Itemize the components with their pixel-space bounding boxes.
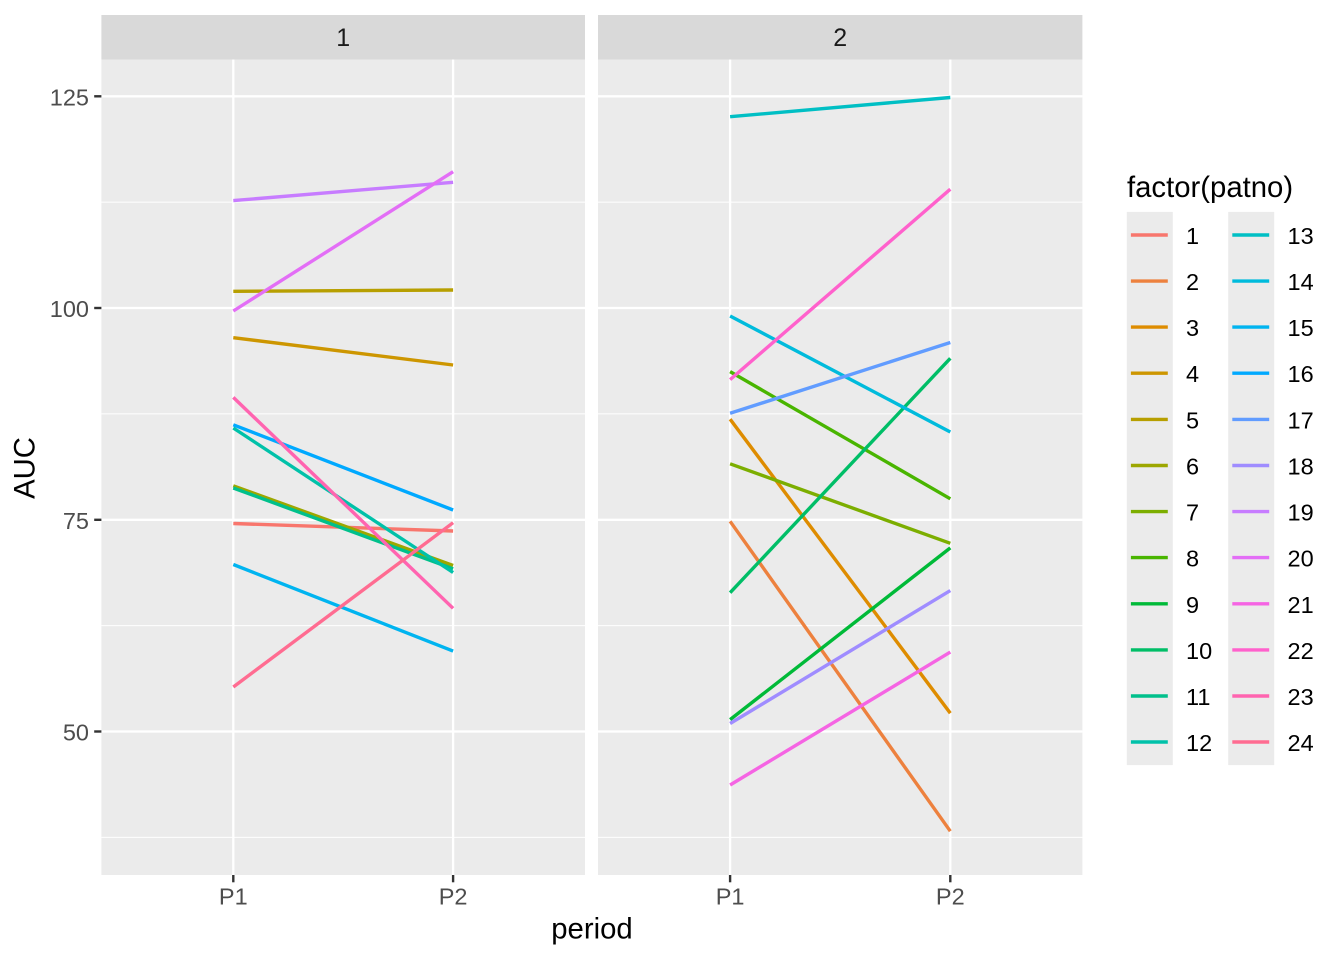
svg-text:P1: P1 [219, 884, 248, 910]
svg-text:21: 21 [1288, 592, 1314, 618]
svg-text:3: 3 [1186, 315, 1199, 341]
svg-text:P2: P2 [936, 884, 965, 910]
svg-text:15: 15 [1288, 315, 1314, 341]
svg-text:125: 125 [50, 84, 89, 110]
svg-text:1: 1 [336, 24, 350, 52]
svg-text:20: 20 [1288, 546, 1314, 572]
svg-text:1: 1 [1186, 223, 1199, 249]
svg-text:7: 7 [1186, 500, 1199, 526]
svg-text:6: 6 [1186, 454, 1199, 480]
svg-text:8: 8 [1186, 546, 1199, 572]
svg-text:2: 2 [833, 24, 847, 52]
svg-text:12: 12 [1186, 730, 1212, 756]
svg-text:14: 14 [1288, 269, 1314, 295]
svg-text:11: 11 [1186, 684, 1210, 710]
svg-text:75: 75 [63, 508, 89, 534]
svg-text:10: 10 [1186, 638, 1212, 664]
svg-text:19: 19 [1288, 500, 1314, 526]
svg-text:2: 2 [1186, 269, 1199, 295]
svg-text:P1: P1 [716, 884, 745, 910]
svg-text:16: 16 [1288, 361, 1314, 387]
svg-text:18: 18 [1288, 454, 1314, 480]
svg-text:5: 5 [1186, 407, 1199, 433]
svg-text:100: 100 [50, 296, 89, 322]
svg-text:13: 13 [1288, 223, 1314, 249]
svg-text:22: 22 [1288, 638, 1314, 664]
svg-text:AUC: AUC [9, 437, 42, 499]
svg-text:9: 9 [1186, 592, 1199, 618]
svg-text:P2: P2 [439, 884, 468, 910]
svg-text:50: 50 [63, 720, 89, 746]
svg-text:period: period [551, 913, 632, 946]
svg-text:factor(patno): factor(patno) [1127, 171, 1293, 204]
svg-text:24: 24 [1288, 730, 1314, 756]
svg-text:4: 4 [1186, 361, 1199, 387]
svg-text:17: 17 [1288, 407, 1314, 433]
svg-text:23: 23 [1288, 684, 1314, 710]
